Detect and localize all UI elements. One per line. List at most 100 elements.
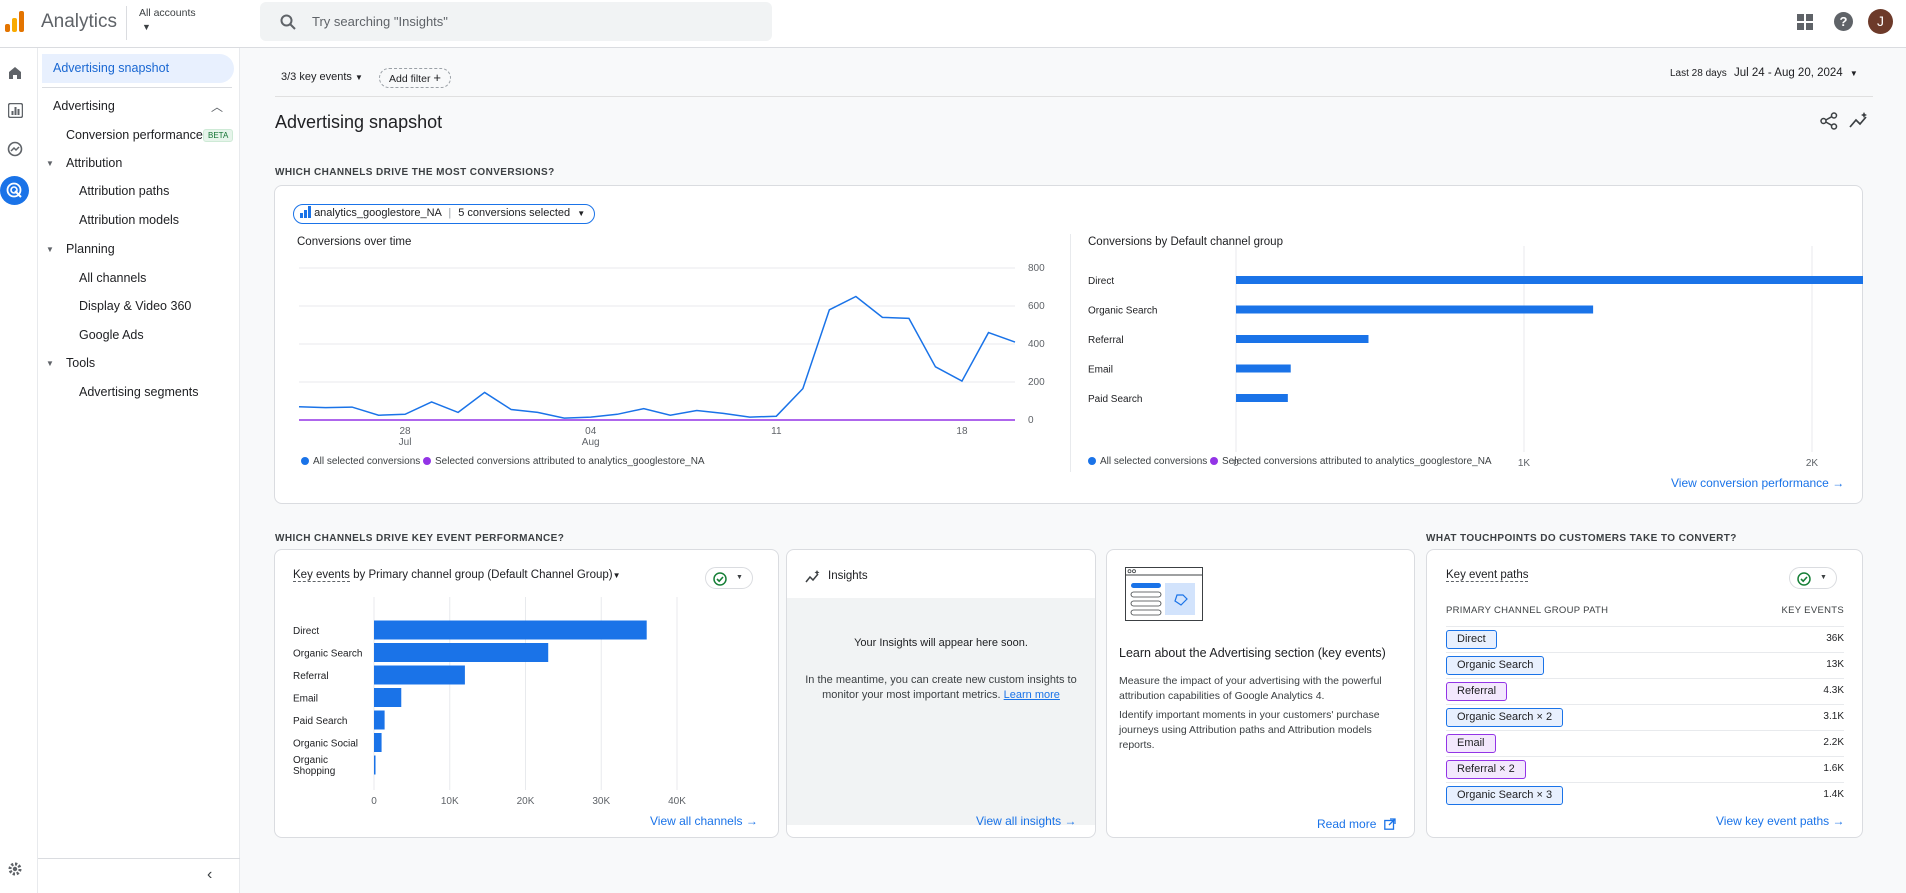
legend-attributed-label: Selected conversions attributed to analy…: [1222, 456, 1492, 467]
category-label: Organic Search: [293, 649, 362, 660]
x-tick-sublabel: Jul: [399, 437, 412, 448]
category-label: Organic Social: [293, 739, 358, 750]
table-row[interactable]: Email 2.2K: [1446, 730, 1844, 756]
account-dropdown-icon[interactable]: ▼: [142, 22, 151, 32]
x-tick-label: 0: [1233, 458, 1239, 469]
sidebar-item-display-video[interactable]: Display & Video 360: [79, 299, 192, 313]
dropdown-icon: ▼: [1820, 574, 1827, 581]
property-conversions-selector[interactable]: analytics_googlestore_NA | 5 conversions…: [293, 204, 596, 224]
insights-placeholder-panel: Your Insights will appear here soon. In …: [787, 598, 1095, 825]
key-events-title[interactable]: Key events by Primary channel group (Def…: [293, 569, 621, 582]
table-row[interactable]: Referral × 2 1.6K: [1446, 756, 1844, 782]
divider: [42, 87, 232, 88]
category-label: Email: [1088, 365, 1113, 376]
search-box[interactable]: Try searching "Insights": [260, 2, 772, 41]
path-chip: Email: [1446, 734, 1496, 753]
app-name: Analytics: [41, 11, 118, 32]
key-event-bar: [374, 665, 465, 685]
row-value: 3.1K: [1823, 711, 1844, 722]
arrow-right-icon: →: [1832, 814, 1845, 828]
x-tick-label: 20K: [517, 796, 535, 807]
insights-body-text: In the meantime, you can create new cust…: [805, 674, 1077, 701]
add-filter-button[interactable]: Add filter +: [379, 68, 451, 88]
learn-more-link[interactable]: Learn more: [1003, 689, 1060, 701]
view-all-channels-link[interactable]: View all channels →: [650, 814, 758, 828]
compare-toggle[interactable]: ▼: [705, 567, 753, 589]
dropdown-icon: ▼: [577, 209, 586, 218]
table-row[interactable]: Organic Search × 2 3.1K: [1446, 704, 1844, 730]
main-content: 3/3 key events ▼ Add filter + Last 28 da…: [240, 48, 1906, 893]
key-events-title-suffix: by Primary channel group (Default Channe…: [349, 569, 613, 581]
view-conversion-performance-link[interactable]: View conversion performance →: [1671, 476, 1844, 490]
date-range-picker[interactable]: Jul 24 - Aug 20, 2024 ▼: [1734, 67, 1858, 79]
external-link-icon: [1383, 818, 1396, 830]
explore-icon[interactable]: [7, 141, 23, 157]
settings-gear-icon[interactable]: [7, 861, 23, 877]
check-circle-icon: [713, 572, 727, 586]
dropdown-icon: ▼: [612, 571, 621, 580]
link-label: View all channels: [650, 814, 743, 828]
search-input[interactable]: Try searching "Insights": [312, 14, 448, 29]
sidebar-item-attribution-models[interactable]: Attribution models: [79, 213, 180, 227]
sidebar-item-planning[interactable]: Planning: [66, 242, 115, 256]
row-value: 1.6K: [1823, 763, 1844, 774]
category-label: Direct: [293, 626, 319, 637]
sidebar-item-google-ads[interactable]: Google Ads: [79, 328, 144, 342]
sidebar-item-all-channels[interactable]: All channels: [79, 271, 147, 285]
read-more-link[interactable]: Read more: [1317, 817, 1396, 831]
check-circle-icon: [1797, 572, 1811, 586]
sidebar-item-tools[interactable]: Tools: [66, 356, 96, 370]
account-selector[interactable]: All accounts: [139, 7, 196, 19]
line-chart-title: Conversions over time: [297, 236, 412, 248]
section-heading-key-events: WHICH CHANNELS DRIVE KEY EVENT PERFORMAN…: [275, 533, 565, 544]
divider: [275, 96, 1873, 97]
sidebar-item-advertising-snapshot[interactable]: Advertising snapshot: [42, 54, 234, 83]
view-key-event-paths-link[interactable]: View key event paths →: [1716, 814, 1845, 828]
dropdown-icon: ▼: [355, 73, 363, 82]
advertising-icon[interactable]: [0, 176, 29, 205]
share-icon[interactable]: [1820, 112, 1838, 130]
x-tick-label: 28: [400, 426, 412, 437]
compare-toggle[interactable]: ▼: [1789, 567, 1837, 589]
table-row[interactable]: Organic Search 13K: [1446, 652, 1844, 678]
x-tick-label: 40K: [668, 796, 686, 807]
chevron-up-icon[interactable]: ︿: [211, 100, 224, 114]
home-icon[interactable]: [7, 65, 23, 81]
caret-down-icon[interactable]: ▼: [46, 245, 54, 254]
sidebar-item-advertising-segments[interactable]: Advertising segments: [79, 385, 199, 399]
collapse-nav-icon[interactable]: ‹: [207, 866, 213, 883]
reports-icon[interactable]: [8, 103, 23, 118]
link-label: View all insights: [976, 814, 1062, 828]
key-events-filter-label: 3/3 key events: [281, 71, 352, 83]
category-label: Direct: [1088, 276, 1114, 287]
learn-illustration: [1125, 567, 1203, 621]
avatar[interactable]: J: [1868, 9, 1893, 34]
caret-down-icon[interactable]: ▼: [46, 159, 54, 168]
insights-sparkle-icon[interactable]: [1849, 112, 1869, 130]
legend-attributed-conversions: Selected conversions attributed to analy…: [1210, 456, 1492, 467]
row-value: 4.3K: [1823, 685, 1844, 696]
sidebar-item-conversion-performance[interactable]: Conversion performance: [66, 128, 203, 142]
table-row[interactable]: Referral 4.3K: [1446, 678, 1844, 704]
key-events-filter[interactable]: 3/3 key events ▼: [281, 71, 363, 83]
table-row[interactable]: Direct 36K: [1446, 626, 1844, 652]
y-tick-label: 0: [1028, 415, 1034, 426]
sidebar-section-advertising[interactable]: Advertising: [53, 99, 115, 113]
page-title: Advertising snapshot: [275, 112, 443, 132]
channel-bar: [1236, 364, 1291, 373]
table-row[interactable]: Organic Search × 3 1.4K: [1446, 782, 1844, 808]
series-line-all-conversions: [298, 295, 1016, 419]
caret-down-icon[interactable]: ▼: [46, 359, 54, 368]
sidebar-item-attribution-paths[interactable]: Attribution paths: [79, 184, 170, 198]
arrow-right-icon: →: [1832, 476, 1845, 490]
bar-chart-title: Conversions by Default channel group: [1088, 236, 1283, 248]
paths-title[interactable]: Key event paths: [1446, 569, 1529, 582]
view-all-insights-link[interactable]: View all insights →: [976, 814, 1077, 828]
apps-grid-icon[interactable]: [1797, 14, 1813, 30]
analytics-logo-icon[interactable]: [4, 10, 24, 34]
help-icon[interactable]: ?: [1834, 12, 1853, 31]
sidebar-item-attribution[interactable]: Attribution: [66, 156, 123, 170]
legend-dot-purple: [1210, 457, 1218, 465]
path-chip: Direct: [1446, 630, 1497, 649]
paths-column-header: PRIMARY CHANNEL GROUP PATH: [1446, 605, 1609, 616]
